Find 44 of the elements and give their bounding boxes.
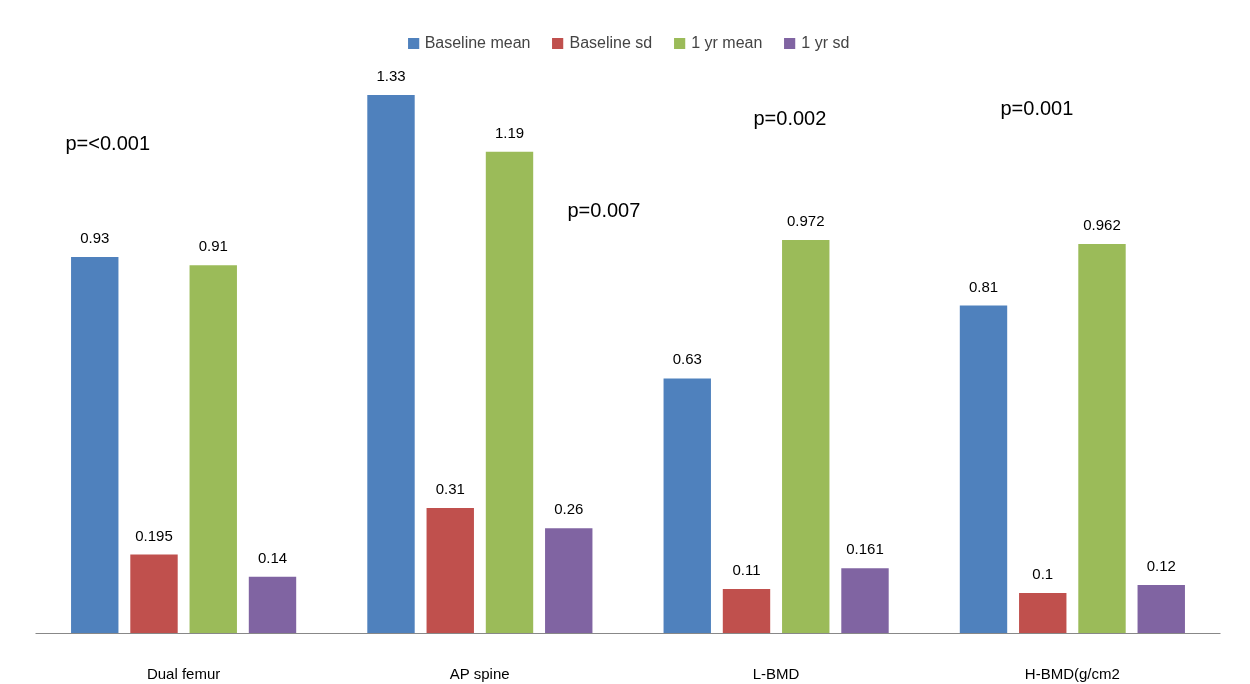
bar (426, 508, 474, 634)
bar (722, 588, 771, 634)
annotation: p=0.002 (753, 106, 827, 129)
bar (663, 378, 711, 634)
annotation: p=<0.001 (65, 131, 151, 154)
bar (367, 95, 415, 634)
legend-label: Baseline sd (569, 34, 653, 52)
bar (841, 568, 889, 634)
data-label: 0.1 (1032, 565, 1054, 583)
data-label: 0.81 (968, 277, 999, 295)
bar (189, 265, 237, 634)
data-label: 0.195 (135, 526, 173, 544)
x-tick-label: L-BMD (752, 664, 800, 682)
legend-label: 1 yr mean (691, 34, 763, 52)
data-label: 0.962 (1083, 216, 1121, 234)
bar (71, 257, 119, 634)
data-label: 0.161 (846, 540, 884, 558)
annotation: p=0.001 (1000, 96, 1074, 119)
bar (545, 528, 593, 634)
legend-label: 1 yr sd (801, 34, 850, 52)
bar (782, 240, 830, 634)
data-label: 0.31 (435, 480, 465, 498)
bar (959, 305, 1008, 634)
data-label: 0.972 (786, 212, 825, 230)
bar (485, 151, 534, 634)
data-label: 0.91 (198, 237, 228, 255)
data-label: 0.14 (257, 548, 288, 566)
data-label: 0.63 (672, 350, 702, 368)
bar (1019, 593, 1067, 634)
bar (1078, 244, 1126, 634)
data-label: 0.12 (1146, 556, 1176, 574)
bar (130, 554, 178, 634)
bar (1137, 584, 1185, 634)
x-tick-label: Dual femur (146, 664, 221, 682)
x-tick-label: H-BMD(g/cm2 (1024, 664, 1120, 682)
data-label: 0.26 (554, 500, 584, 518)
legend-label: Baseline mean (424, 34, 531, 52)
data-label: 1.33 (376, 67, 406, 85)
x-tick-label: AP spine (449, 664, 510, 682)
data-label: 1.19 (494, 123, 525, 141)
bar (248, 576, 297, 634)
data-label: 0.11 (732, 560, 761, 578)
data-label: 0.93 (80, 229, 110, 247)
annotation: p=0.007 (567, 198, 641, 221)
